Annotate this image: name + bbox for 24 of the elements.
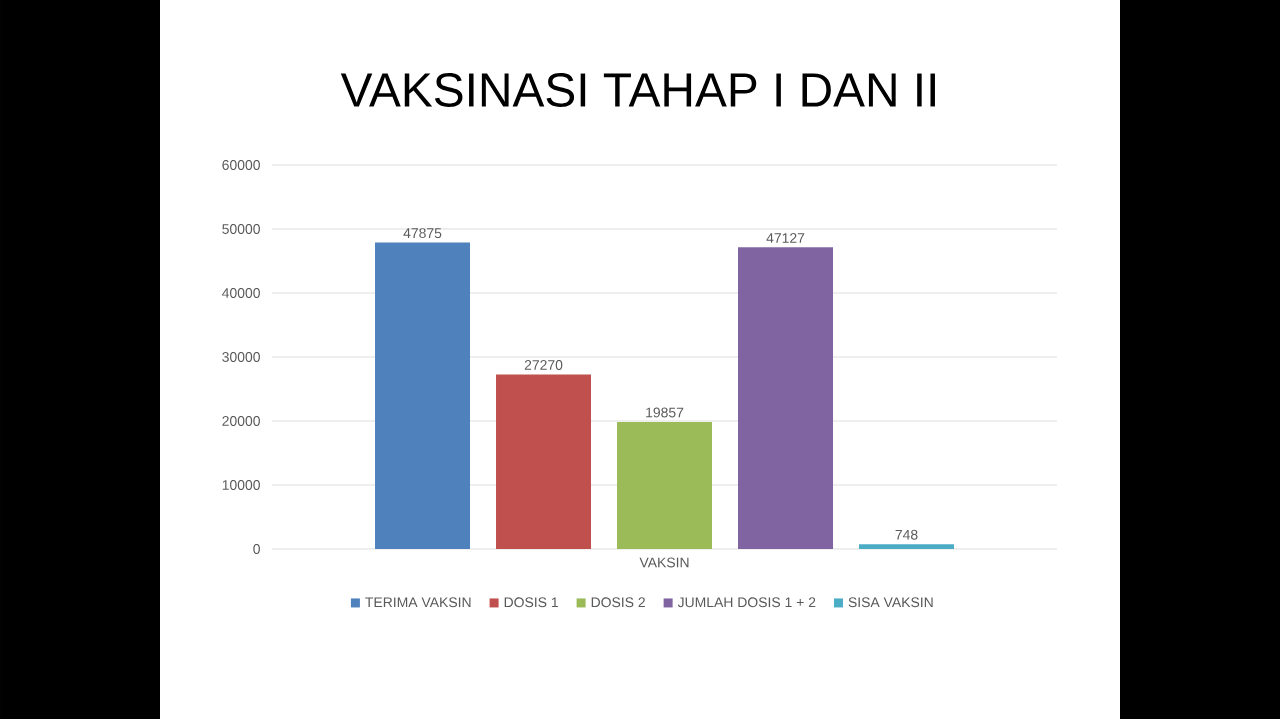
chart-title: VAKSINASI TAHAP I DAN II	[340, 73, 935, 107]
legend-label: JUMLAH DOSIS 1 + 2	[677, 597, 816, 608]
data-label: 19857	[646, 407, 684, 418]
y-tick-label: 40000	[222, 288, 260, 298]
y-tick-label: 20000	[222, 416, 260, 426]
legend-label: DOSIS 1	[504, 597, 558, 608]
data-label: 27270	[524, 360, 563, 370]
bar	[375, 242, 471, 549]
y-tick-label: 10000	[222, 480, 260, 490]
legend-label: SISA VAKSIN	[848, 597, 933, 608]
data-label: 47875	[403, 228, 442, 239]
legend-label: DOSIS 2	[591, 597, 645, 608]
bar	[496, 374, 592, 549]
legend-label: TERIMA VAKSIN	[365, 597, 471, 608]
data-label: 748	[895, 529, 918, 540]
x-tick-label: VAKSIN	[639, 557, 689, 568]
y-tick-label: 50000	[222, 224, 260, 234]
y-tick-label: 60000	[222, 160, 260, 170]
bar	[617, 421, 713, 549]
y-tick-label: 30000	[222, 352, 260, 362]
y-tick-label: 0	[253, 544, 260, 554]
data-label: 47127	[766, 233, 805, 243]
bar	[738, 247, 834, 549]
bar	[859, 544, 955, 549]
